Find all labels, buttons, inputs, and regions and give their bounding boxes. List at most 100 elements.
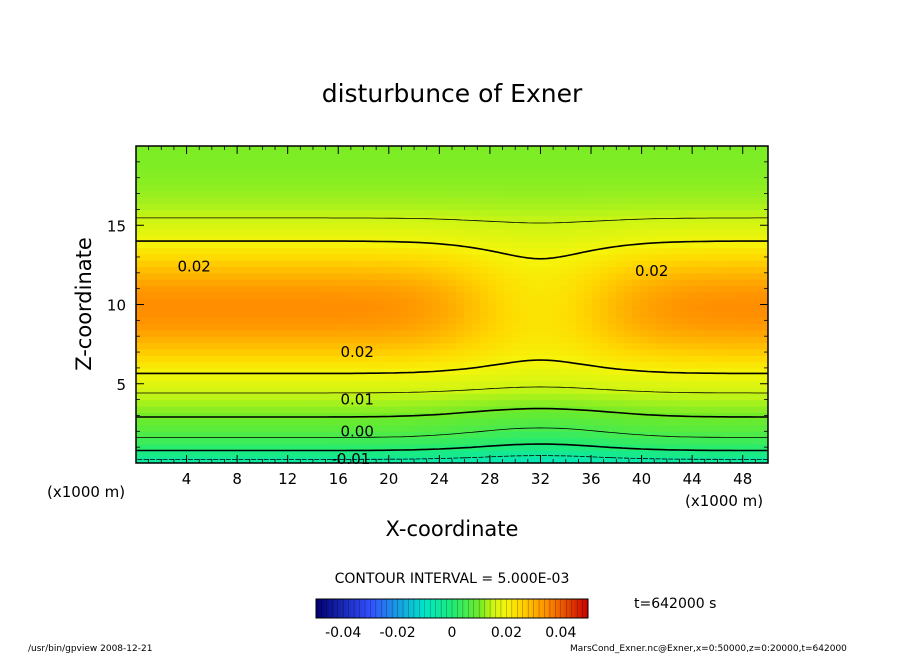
field-cell [304,196,313,204]
field-cell [720,424,729,432]
field-cell [296,424,305,432]
field-cell [368,412,377,420]
field-cell [520,234,529,242]
field-cell [408,456,417,463]
field-cell [256,215,265,223]
field-cell [344,209,353,217]
field-cell [168,374,177,382]
field-cell [472,171,481,179]
field-cell [264,431,273,439]
field-cell [248,228,257,236]
field-cell [384,399,393,407]
field-cell [168,342,177,350]
field-cell [312,355,321,363]
field-cell [736,336,745,344]
field-cell [736,209,745,217]
field-cell [544,222,553,230]
field-cell [488,450,497,458]
field-cell [224,304,233,312]
field-cell [192,367,201,375]
field-cell [336,298,345,306]
field-cell [672,158,681,166]
field-cell [664,323,673,331]
field-cell [152,266,161,274]
field-cell [568,374,577,382]
field-cell [488,355,497,363]
field-cell [432,393,441,401]
field-cell [728,209,737,217]
field-cell [560,272,569,280]
field-cell [472,247,481,255]
field-cell [568,386,577,394]
field-cell [480,253,489,261]
field-cell [704,152,713,160]
field-cell [608,165,617,172]
field-cell [216,380,225,388]
field-cell [568,399,577,407]
field-cell [632,342,641,350]
field-cell [216,399,225,407]
field-cell [624,285,633,293]
field-cell [600,450,609,458]
field-cell [280,323,289,331]
field-cell [440,418,449,426]
field-cell [600,228,609,236]
field-cell [320,342,329,350]
field-cell [656,209,665,217]
field-cell [704,431,713,439]
field-cell [184,431,193,439]
field-cell [672,304,681,312]
field-cell [488,323,497,331]
field-cell [464,234,473,242]
field-cell [456,310,465,318]
field-cell [744,412,753,420]
field-cell [696,310,705,318]
field-cell [624,177,633,185]
field-cell [328,342,337,350]
field-cell [584,374,593,382]
field-cell [504,412,513,420]
field-cell [288,310,297,318]
field-cell [232,374,241,382]
field-cell [144,285,153,293]
field-cell [664,203,673,210]
field-cell [496,266,505,274]
field-cell [568,380,577,388]
field-cell [728,336,737,344]
field-cell [256,285,265,293]
field-cell [752,184,761,191]
field-cell [504,386,513,394]
field-cell [200,405,209,413]
field-cell [248,184,257,191]
field-cell [472,165,481,172]
field-cell [376,310,385,318]
field-cell [632,456,641,463]
field-cell [264,348,273,356]
field-cell [528,437,537,445]
field-cell [352,152,361,160]
field-cell [544,298,553,306]
field-cell [576,348,585,356]
field-cell [552,386,561,394]
field-cell [232,367,241,375]
contour-interval: CONTOUR INTERVAL = 5.000E-03 [335,571,570,587]
field-cell [144,279,153,287]
field-cell [576,424,585,432]
field-cell [400,241,409,249]
field-cell [656,361,665,369]
field-cell [328,437,337,445]
field-cell [704,393,713,401]
field-cell [144,222,153,230]
field-cell [304,158,313,166]
field-cell [136,241,145,249]
field-cell [528,266,537,274]
field-cell [288,190,297,198]
field-cell [688,228,697,236]
field-cell [312,152,321,160]
field-cell [152,437,161,445]
field-cell [672,260,681,268]
field-cell [480,291,489,299]
field-cell [336,165,345,172]
field-cell [536,171,545,179]
field-cell [568,215,577,223]
